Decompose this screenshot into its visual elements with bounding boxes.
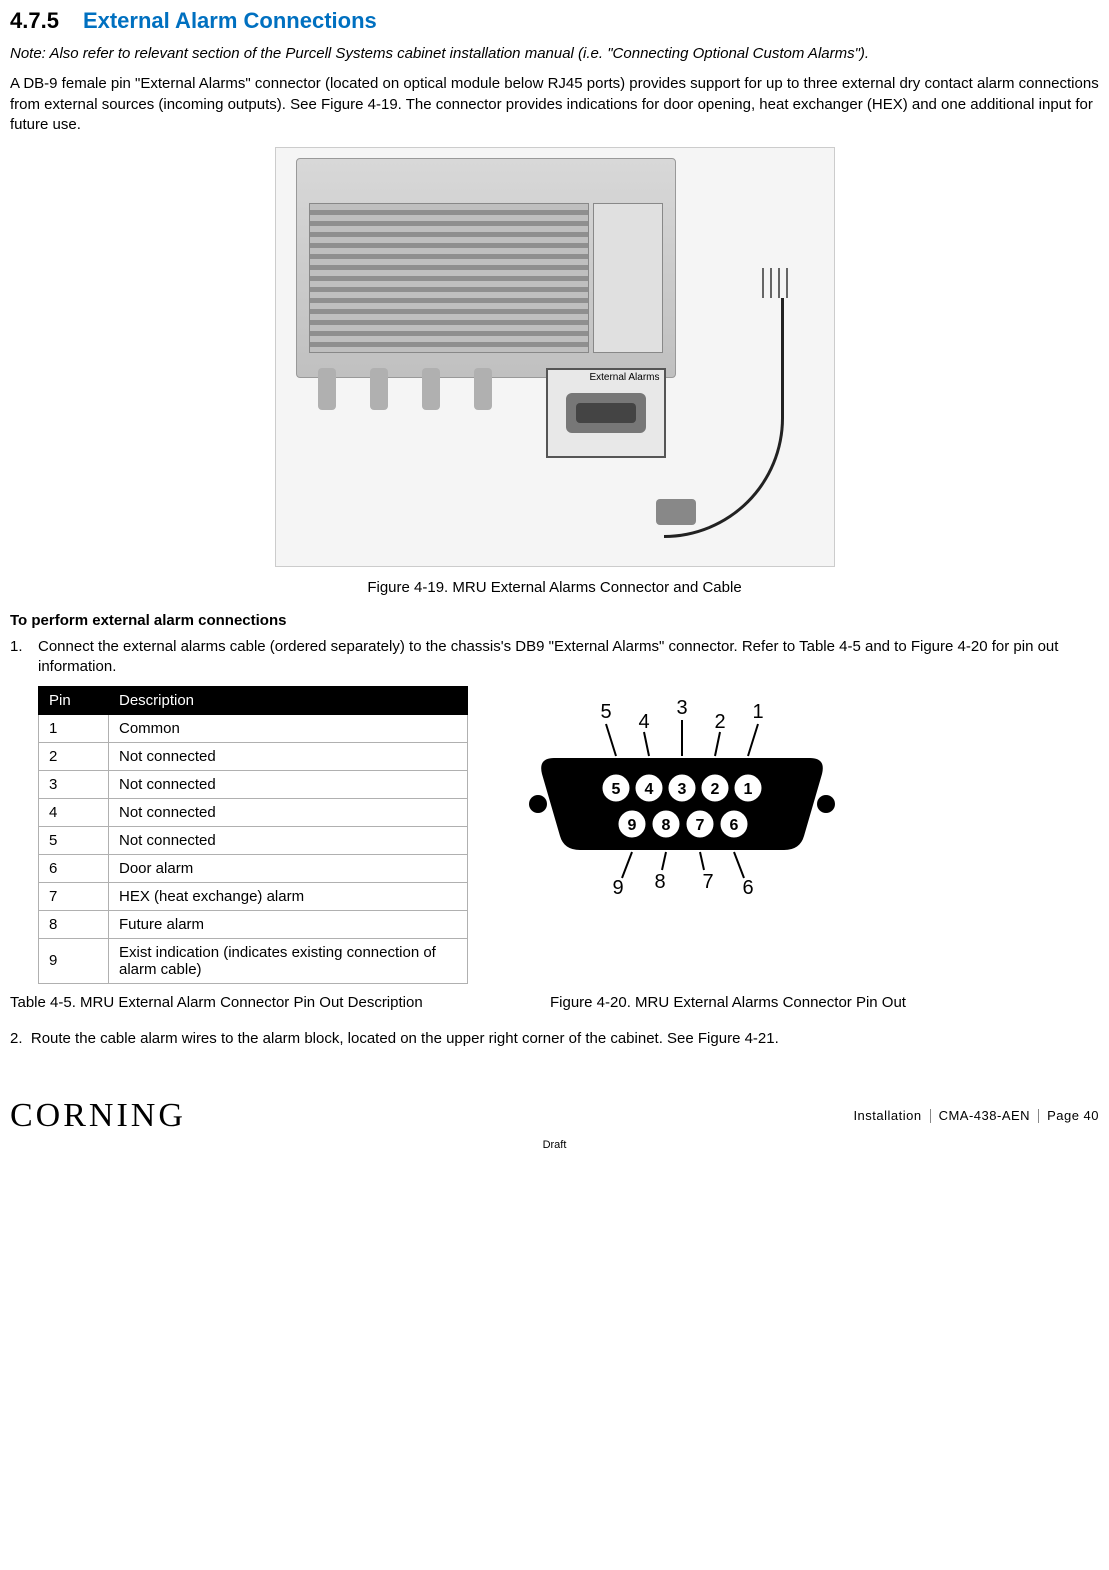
footer-page: Page 40: [1047, 1108, 1099, 1123]
heatsink-fins-graphic: [309, 203, 589, 353]
step-text: Connect the external alarms cable (order…: [38, 637, 1099, 678]
pin-row-top: 5 4 3 2 1: [601, 773, 763, 803]
bottom-label-9: 9: [612, 877, 623, 896]
table-row: 6Door alarm: [39, 854, 468, 882]
svg-text:6: 6: [730, 817, 739, 834]
svg-text:9: 9: [628, 817, 637, 834]
top-label-5: 5: [600, 701, 611, 723]
top-label-4: 4: [638, 711, 649, 733]
footer-meta: Installation CMA-438-AEN Page 40: [853, 1108, 1099, 1123]
table-row: 1Common: [39, 714, 468, 742]
svg-text:3: 3: [678, 781, 687, 798]
db9-port-graphic: [566, 393, 646, 433]
figure-4-20-caption: Figure 4-20. MRU External Alarms Connect…: [510, 994, 1099, 1011]
table-row: 3Not connected: [39, 770, 468, 798]
pin-table-block: Pin Description 1Common 2Not connected 3…: [38, 686, 468, 984]
pin-cell: 1: [39, 714, 109, 742]
db9-pinout-diagram: 5 4 3 2 1 5 4: [508, 696, 848, 900]
db9-callout-graphic: External Alarms: [546, 368, 666, 458]
cable-graphic: [658, 268, 798, 548]
svg-text:1: 1: [744, 781, 753, 798]
pin-cell: 3: [39, 770, 109, 798]
top-label-3: 3: [676, 697, 687, 719]
table-row: 2Not connected: [39, 742, 468, 770]
desc-cell: Not connected: [109, 770, 468, 798]
top-label-2: 2: [714, 711, 725, 733]
page-footer: CORNING Installation CMA-438-AEN Page 40…: [10, 1097, 1099, 1151]
procedure-step-1: 1. Connect the external alarms cable (or…: [10, 637, 1099, 678]
bottom-label-7: 7: [702, 871, 713, 893]
desc-cell: Future alarm: [109, 910, 468, 938]
desc-cell: Not connected: [109, 798, 468, 826]
footer-docnum: CMA-438-AEN: [939, 1108, 1030, 1123]
pin-cell: 5: [39, 826, 109, 854]
desc-cell: Exist indication (indicates existing con…: [109, 938, 468, 983]
connector-stubs-graphic: [318, 368, 492, 410]
step-number: 2.: [10, 1030, 23, 1047]
cable-loop-graphic: [664, 298, 784, 538]
pin-cell: 8: [39, 910, 109, 938]
pin-cell: 2: [39, 742, 109, 770]
table-row: 5Not connected: [39, 826, 468, 854]
section-title: External Alarm Connections: [83, 8, 377, 33]
figure-4-19: External Alarms Figure 4-19. MRU Externa…: [10, 147, 1099, 596]
svg-text:8: 8: [662, 817, 671, 834]
bottom-label-8: 8: [654, 871, 665, 893]
step-number: 1.: [10, 637, 38, 678]
bottom-label-6: 6: [742, 877, 753, 896]
footer-draft: Draft: [10, 1139, 1099, 1151]
procedure-heading: To perform external alarm connections: [10, 612, 1099, 629]
db9-callout-label: External Alarms: [548, 370, 664, 385]
front-panel-graphic: [593, 203, 663, 353]
section-number: 4.7.5: [10, 8, 59, 33]
svg-text:7: 7: [696, 817, 705, 834]
step-text: Route the cable alarm wires to the alarm…: [31, 1030, 779, 1047]
cable-connector-graphic: [656, 499, 696, 525]
desc-cell: Not connected: [109, 826, 468, 854]
desc-cell: Not connected: [109, 742, 468, 770]
svg-text:5: 5: [612, 781, 621, 798]
pin-table: Pin Description 1Common 2Not connected 3…: [38, 686, 468, 984]
pin-cell: 4: [39, 798, 109, 826]
svg-text:4: 4: [645, 781, 654, 798]
top-label-1: 1: [752, 701, 763, 723]
caption-row: Table 4-5. MRU External Alarm Connector …: [10, 988, 1099, 1011]
pin-header: Pin: [39, 686, 109, 714]
desc-cell: HEX (heat exchange) alarm: [109, 882, 468, 910]
pin-cell: 7: [39, 882, 109, 910]
footer-section: Installation: [853, 1108, 921, 1123]
table-row: 4Not connected: [39, 798, 468, 826]
table-row: 8Future alarm: [39, 910, 468, 938]
table-row: 9Exist indication (indicates existing co…: [39, 938, 468, 983]
table-row: 7HEX (heat exchange) alarm: [39, 882, 468, 910]
corning-logo: CORNING: [10, 1097, 186, 1135]
svg-text:2: 2: [711, 781, 720, 798]
db9-diagram-block: 5 4 3 2 1 5 4: [508, 686, 1099, 900]
intro-paragraph: A DB-9 female pin "External Alarms" conn…: [10, 74, 1099, 135]
note-paragraph: Note: Also refer to relevant section of …: [10, 44, 1099, 64]
procedure-list: 1. Connect the external alarms cable (or…: [10, 637, 1099, 678]
pin-cell: 9: [39, 938, 109, 983]
figure-19-caption: Figure 4-19. MRU External Alarms Connect…: [10, 579, 1099, 596]
desc-cell: Door alarm: [109, 854, 468, 882]
desc-cell: Common: [109, 714, 468, 742]
table-4-5-caption: Table 4-5. MRU External Alarm Connector …: [10, 994, 510, 1011]
pin-cell: 6: [39, 854, 109, 882]
section-heading: 4.7.5 External Alarm Connections: [10, 8, 1099, 34]
table-and-diagram-row: Pin Description 1Common 2Not connected 3…: [38, 686, 1099, 984]
hardware-illustration: External Alarms: [275, 147, 835, 567]
chassis-graphic: [296, 158, 676, 378]
procedure-step-2: 2. Route the cable alarm wires to the al…: [10, 1029, 1099, 1049]
desc-header: Description: [109, 686, 468, 714]
